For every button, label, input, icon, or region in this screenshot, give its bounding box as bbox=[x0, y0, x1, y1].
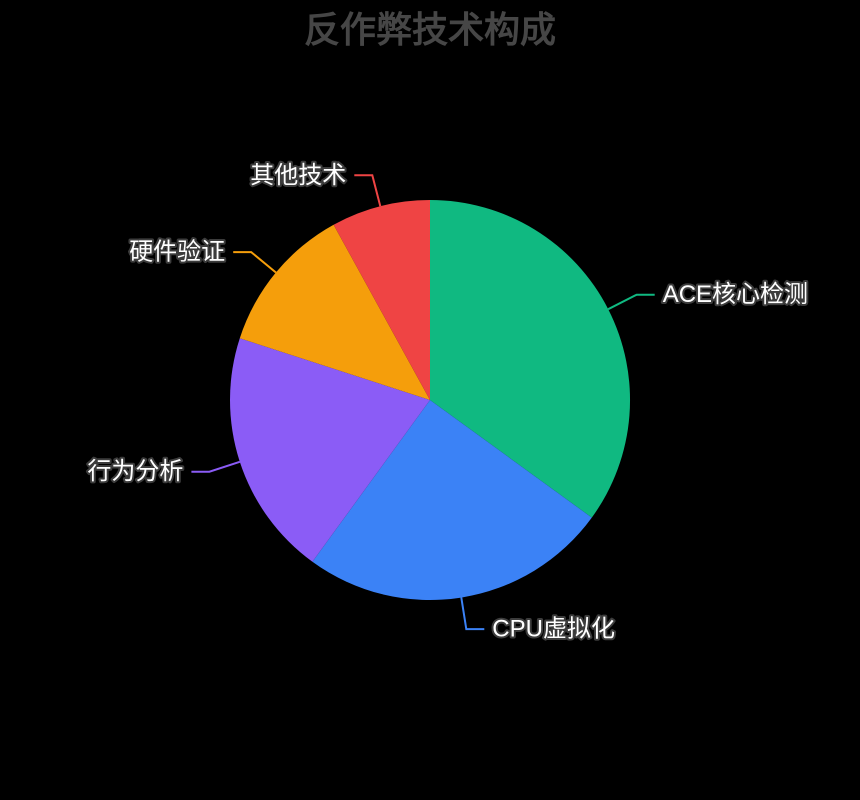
slice-label-1: CPU虚拟化 bbox=[492, 616, 615, 643]
label-line-0 bbox=[607, 293, 655, 311]
slice-label-4: 其他技术 bbox=[250, 162, 346, 189]
label-lines-group bbox=[191, 174, 655, 631]
pie-slice-4[interactable] bbox=[333, 199, 430, 400]
slice-label-2: 行为分析 bbox=[87, 458, 183, 485]
pie-slice-3[interactable] bbox=[239, 224, 430, 400]
pie-slice-0[interactable] bbox=[430, 199, 631, 518]
chart-title: 反作弊技术构成 bbox=[304, 9, 556, 50]
slice-label-0: ACE核心检测 bbox=[663, 281, 808, 308]
pie-slice-2[interactable] bbox=[230, 338, 430, 562]
label-line-1 bbox=[460, 597, 485, 631]
pie-slice-1[interactable] bbox=[312, 400, 592, 601]
label-line-4 bbox=[354, 174, 382, 207]
label-line-3 bbox=[233, 251, 277, 274]
pie-slices-group bbox=[230, 199, 631, 601]
slice-labels-group: ACE核心检测 CPU虚拟化 行为分析 硬件验证 其他技术 bbox=[85, 160, 810, 645]
slice-label-3: 硬件验证 bbox=[129, 239, 225, 266]
label-line-2 bbox=[191, 460, 241, 473]
